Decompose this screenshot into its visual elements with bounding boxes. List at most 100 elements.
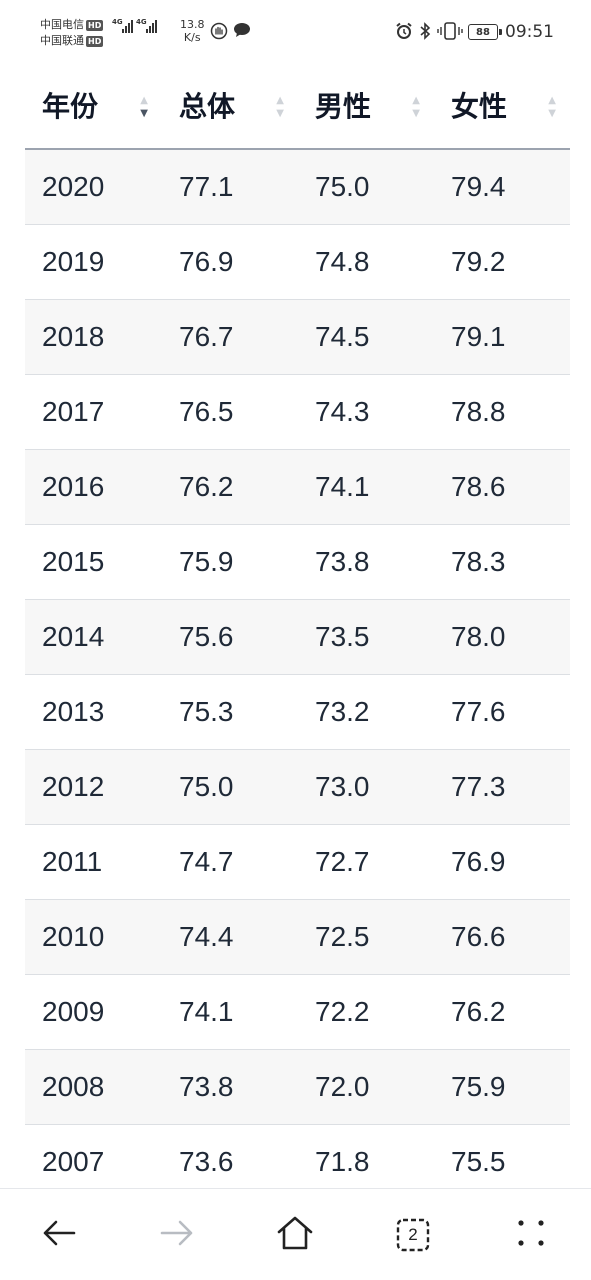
table-row: 2017 76.5 74.3 78.8: [25, 375, 570, 450]
table-body: 2020 77.1 75.0 79.4 2019 76.9 74.8 79.2 2018 76.7…: [25, 150, 570, 1200]
tabs-button[interactable]: 2: [388, 1211, 438, 1259]
cell-female: 76.9: [451, 846, 506, 877]
cell-year: 2009: [42, 996, 105, 1027]
menu-dots-icon: [516, 1218, 546, 1252]
cell-year: 2013: [42, 696, 105, 727]
tabs-icon: 2: [395, 1217, 431, 1253]
table-row: 2008 73.8 72.0 75.9: [25, 1050, 570, 1125]
sort-icon[interactable]: ▲ ▼: [276, 95, 284, 119]
table-row: 2015 75.9 73.8 78.3: [25, 525, 570, 600]
cell-female: 79.4: [451, 171, 506, 202]
back-arrow-icon: [41, 1218, 77, 1252]
cell-year: 2020: [42, 171, 105, 202]
column-header-male[interactable]: 男性 ▲ ▼: [315, 90, 420, 123]
cell-total: 73.6: [179, 1146, 234, 1177]
table-row: 2020 77.1 75.0 79.4: [25, 150, 570, 225]
cell-male: 72.5: [315, 921, 370, 952]
carrier-1: 中国电信: [40, 18, 84, 31]
cell-total: 73.8: [179, 1071, 234, 1102]
table-row: 2013 75.3 73.2 77.6: [25, 675, 570, 750]
table-row: 2014 75.6 73.5 78.0: [25, 600, 570, 675]
cell-female: 77.3: [451, 771, 506, 802]
cell-year: 2008: [42, 1071, 105, 1102]
sort-icon[interactable]: ▲ ▼: [140, 95, 148, 119]
cell-male: 75.0: [315, 171, 370, 202]
battery-icon: 88: [468, 24, 502, 40]
cell-total: 74.4: [179, 921, 234, 952]
cell-total: 75.9: [179, 546, 234, 577]
cell-total: 76.2: [179, 471, 234, 502]
cell-year: 2015: [42, 546, 105, 577]
cell-female: 75.5: [451, 1146, 506, 1177]
cell-year: 2018: [42, 321, 105, 352]
cell-male: 73.8: [315, 546, 370, 577]
home-button[interactable]: [270, 1211, 320, 1259]
signal-strength-icon: 4G 4G: [112, 18, 157, 33]
cell-year: 2014: [42, 621, 105, 652]
hd-badge: HD: [86, 35, 104, 47]
cell-female: 78.8: [451, 396, 506, 427]
home-icon: [276, 1215, 314, 1255]
cell-year: 2016: [42, 471, 105, 502]
cell-male: 73.5: [315, 621, 370, 652]
table-row: 2010 74.4 72.5 76.6: [25, 900, 570, 975]
cell-total: 76.9: [179, 246, 234, 277]
table-row: 2011 74.7 72.7 76.9: [25, 825, 570, 900]
tab-count: 2: [408, 1225, 418, 1244]
vibrate-icon: [437, 22, 463, 44]
cell-male: 72.0: [315, 1071, 370, 1102]
cell-male: 72.7: [315, 846, 370, 877]
column-header-year[interactable]: 年份 ▲ ▼: [42, 90, 148, 123]
menu-button[interactable]: [506, 1211, 556, 1259]
cell-male: 74.1: [315, 471, 370, 502]
cell-female: 78.0: [451, 621, 506, 652]
table-row: 2018 76.7 74.5 79.1: [25, 300, 570, 375]
table-row: 2019 76.9 74.8 79.2: [25, 225, 570, 300]
sort-icon[interactable]: ▲ ▼: [548, 95, 556, 119]
carrier-2: 中国联通: [40, 34, 84, 47]
cell-year: 2012: [42, 771, 105, 802]
sort-icon[interactable]: ▲ ▼: [412, 95, 420, 119]
cell-male: 74.3: [315, 396, 370, 427]
cell-total: 74.1: [179, 996, 234, 1027]
cell-male: 73.0: [315, 771, 370, 802]
column-header-total[interactable]: 总体 ▲ ▼: [179, 90, 284, 123]
bluetooth-icon: [419, 22, 431, 44]
cell-total: 75.3: [179, 696, 234, 727]
forward-arrow-icon: [159, 1218, 195, 1252]
table-row: 2007 73.6 71.8 75.5: [25, 1125, 570, 1200]
chat-bubble-icon: [233, 22, 251, 42]
cell-total: 77.1: [179, 171, 234, 202]
cell-total: 76.7: [179, 321, 234, 352]
carrier-info: 中国电信 HD 中国联通 HD: [40, 17, 104, 49]
forward-button[interactable]: [152, 1211, 202, 1259]
back-button[interactable]: [34, 1211, 84, 1259]
cell-year: 2019: [42, 246, 105, 277]
table-row: 2009 74.1 72.2 76.2: [25, 975, 570, 1050]
cell-total: 76.5: [179, 396, 234, 427]
clock: 09:51: [505, 22, 554, 42]
cell-total: 75.6: [179, 621, 234, 652]
column-header-female[interactable]: 女性 ▲ ▼: [451, 90, 556, 123]
cell-year: 2017: [42, 396, 105, 427]
cell-female: 79.2: [451, 246, 506, 277]
cell-female: 78.6: [451, 471, 506, 502]
cell-total: 74.7: [179, 846, 234, 877]
cell-female: 76.6: [451, 921, 506, 952]
cell-female: 77.6: [451, 696, 506, 727]
cell-female: 78.3: [451, 546, 506, 577]
cell-male: 74.8: [315, 246, 370, 277]
cell-male: 71.8: [315, 1146, 370, 1177]
cell-year: 2011: [42, 846, 103, 877]
cell-year: 2010: [42, 921, 105, 952]
cell-male: 74.5: [315, 321, 370, 352]
table-row: 2012 75.0 73.0 77.3: [25, 750, 570, 825]
hd-badge: HD: [86, 19, 104, 31]
life-expectancy-table: 年份 ▲ ▼ 总体 ▲ ▼ 男性 ▲ ▼ 女性 ▲ ▼ 2020 77.1 75.0 79.4…: [25, 62, 570, 1200]
hand-icon: [210, 22, 228, 44]
cell-year: 2007: [42, 1146, 105, 1177]
network-speed: 13.8 K/s: [180, 18, 205, 44]
table-row: 2016 76.2 74.1 78.6: [25, 450, 570, 525]
cell-female: 76.2: [451, 996, 506, 1027]
cell-female: 75.9: [451, 1071, 506, 1102]
